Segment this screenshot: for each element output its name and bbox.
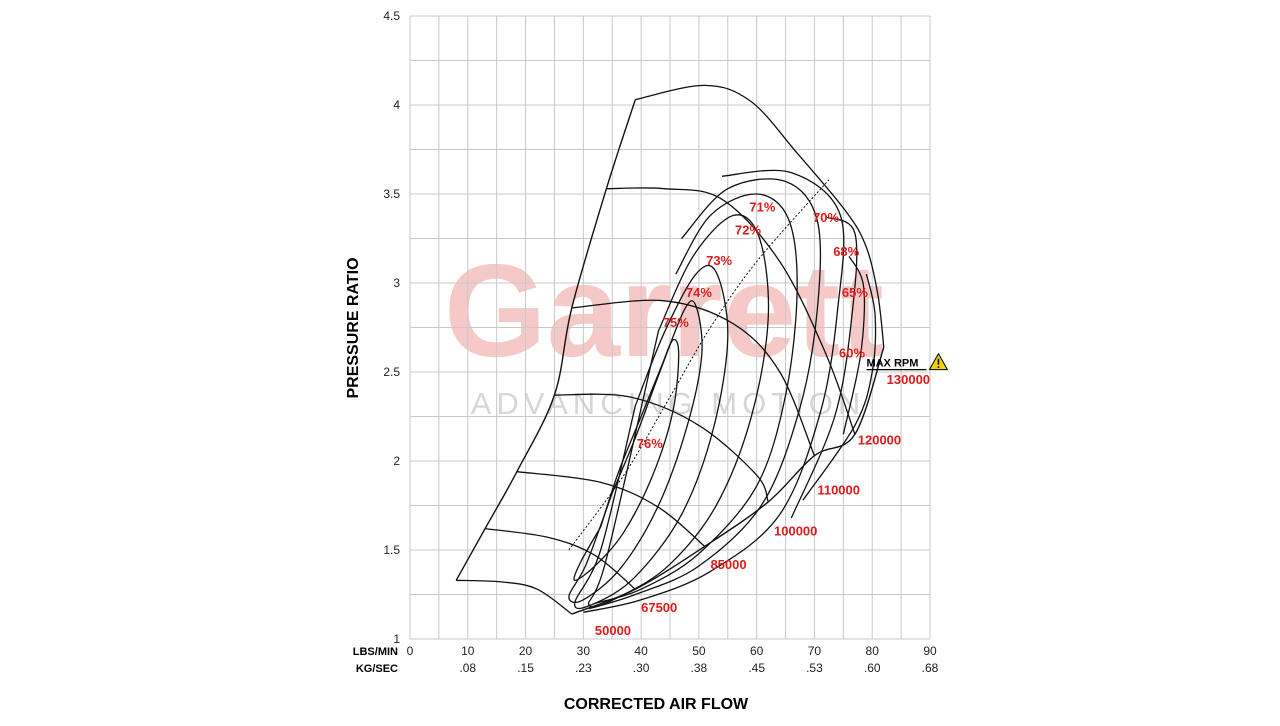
x-tick-label-kg: .08: [459, 661, 476, 675]
choke-line: [571, 346, 885, 615]
efficiency-label-71: 71%: [749, 199, 775, 214]
x-tick-label: 0: [407, 644, 414, 658]
x-tick-label-kg: .60: [864, 661, 881, 675]
warning-icon-dot: [937, 366, 940, 369]
x-unit-lbs: LBS/MIN: [353, 646, 398, 658]
labels: 71% 70% 72% 68% 73% 65% 74% 75% 60% 76% 130000 1200…: [595, 199, 948, 638]
efficiency-island-75: [568, 300, 703, 604]
efficiency-island-60: [802, 273, 877, 501]
y-tick-label: 2.5: [383, 365, 400, 379]
x-tick-label: 80: [866, 644, 880, 658]
efficiency-island-73: [587, 214, 770, 608]
peak-efficiency-line: [568, 179, 830, 551]
x-axis-title: CORRECTED AIR FLOW: [564, 696, 749, 713]
watermark-tagline: ADVANCING MOTION: [471, 386, 866, 421]
y-tick-label: 3: [393, 276, 400, 290]
surge-line: [455, 99, 636, 581]
y-tick-label: 2: [393, 454, 400, 468]
efficiency-label-70: 70%: [813, 210, 839, 225]
speed-label-110000: 110000: [817, 482, 860, 497]
x-tick-label-kg: .68: [922, 661, 939, 675]
speed-label-120000: 120000: [858, 433, 901, 448]
efficiency-label-74: 74%: [686, 285, 712, 300]
efficiency-label-76: 76%: [637, 436, 663, 451]
efficiency-label-73: 73%: [706, 253, 732, 268]
speed-label-130000: 130000: [887, 372, 930, 387]
y-axis-title: PRESSURE RATIO: [345, 257, 362, 398]
efficiency-island-65: [842, 255, 866, 435]
speed-label-67500: 67500: [641, 600, 677, 615]
x-tick-label-kg: .15: [517, 661, 534, 675]
x-tick-label-kg: .30: [633, 661, 650, 675]
x-tick-label: 60: [750, 644, 764, 658]
efficiency-island-68: [790, 216, 858, 519]
speed-label-100000: 100000: [774, 523, 817, 538]
speed-line-130000: [635, 84, 885, 348]
y-tick-label: 4: [393, 98, 400, 112]
efficiency-island-72: [594, 193, 798, 605]
x-tick-label-kg: .38: [691, 661, 708, 675]
efficiency-island-71: [588, 178, 822, 610]
x-tick-label-kg: .23: [575, 661, 592, 675]
speed-line-50000: [456, 579, 573, 615]
x-tick-label: 90: [923, 644, 937, 658]
speed-line-120000: [606, 187, 856, 435]
y-tick-label: 1.5: [383, 543, 400, 557]
x-tick-label-kg: .45: [748, 661, 765, 675]
x-tick-label: 70: [808, 644, 822, 658]
speed-label-85000: 85000: [710, 557, 746, 572]
efficiency-label-60: 60%: [839, 345, 865, 360]
series: [455, 84, 885, 615]
speed-line-85000: [516, 471, 706, 547]
y-tick-label: 4.5: [383, 9, 400, 23]
axes: 0 10 .08 20 .15 30 .23 40 .30 50 .38 60 .45 70 .53 80 .6…: [383, 9, 938, 675]
efficiency-island-74: [574, 264, 729, 610]
efficiency-island-70: [583, 169, 845, 613]
max-rpm-label: MAX RPM: [866, 358, 918, 370]
x-tick-label-kg: .53: [806, 661, 823, 675]
speed-line-110000: [571, 299, 816, 456]
y-tick-label: 1: [393, 632, 400, 646]
x-tick-label: 10: [461, 644, 475, 658]
efficiency-label-68: 68%: [833, 244, 859, 259]
efficiency-label-72: 72%: [735, 223, 761, 238]
x-tick-label: 30: [577, 644, 591, 658]
speed-line-100000: [554, 393, 769, 503]
x-tick-label: 40: [634, 644, 648, 658]
x-tick-label: 50: [692, 644, 706, 658]
efficiency-label-75: 75%: [663, 315, 689, 330]
x-unit-kg: KG/SEC: [356, 663, 398, 675]
x-tick-label: 20: [519, 644, 533, 658]
speed-line-67500: [485, 527, 636, 590]
efficiency-label-65: 65%: [842, 285, 868, 300]
speed-label-50000: 50000: [595, 623, 631, 638]
y-tick-label: 3.5: [383, 187, 400, 201]
